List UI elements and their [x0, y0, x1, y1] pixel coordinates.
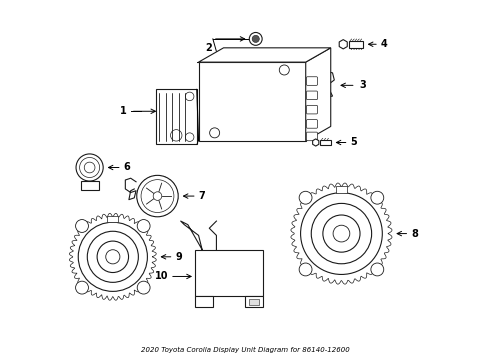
FancyBboxPatch shape	[195, 296, 213, 307]
Polygon shape	[313, 139, 319, 146]
Text: 3: 3	[359, 80, 366, 90]
FancyBboxPatch shape	[81, 181, 98, 190]
Circle shape	[137, 281, 150, 294]
Circle shape	[371, 191, 384, 204]
Circle shape	[75, 281, 88, 294]
Text: 7: 7	[198, 191, 205, 201]
FancyBboxPatch shape	[336, 186, 347, 193]
FancyBboxPatch shape	[156, 89, 197, 144]
FancyBboxPatch shape	[306, 91, 318, 100]
FancyBboxPatch shape	[348, 41, 363, 48]
Circle shape	[299, 263, 312, 276]
Circle shape	[75, 220, 88, 233]
Circle shape	[78, 222, 147, 291]
Text: 4: 4	[381, 39, 388, 49]
FancyBboxPatch shape	[306, 120, 318, 128]
Circle shape	[249, 32, 262, 45]
Text: 5: 5	[350, 138, 357, 148]
Circle shape	[137, 220, 150, 233]
Polygon shape	[137, 176, 178, 217]
Text: 10: 10	[155, 271, 168, 282]
Text: 1: 1	[121, 106, 127, 116]
FancyBboxPatch shape	[248, 298, 259, 305]
Text: 2020 Toyota Corolla Display Unit Diagram for 86140-12600: 2020 Toyota Corolla Display Unit Diagram…	[141, 347, 349, 353]
FancyBboxPatch shape	[306, 77, 318, 85]
FancyBboxPatch shape	[198, 62, 306, 141]
Text: 2: 2	[206, 43, 213, 53]
Polygon shape	[198, 48, 331, 62]
FancyBboxPatch shape	[107, 216, 118, 222]
FancyBboxPatch shape	[195, 249, 263, 296]
FancyBboxPatch shape	[320, 140, 331, 145]
Text: 8: 8	[411, 229, 418, 239]
Polygon shape	[339, 40, 347, 49]
Circle shape	[106, 250, 120, 264]
FancyBboxPatch shape	[306, 132, 318, 141]
Circle shape	[371, 263, 384, 276]
Text: 6: 6	[123, 162, 130, 172]
Circle shape	[137, 175, 178, 217]
Circle shape	[252, 35, 259, 42]
Text: 9: 9	[175, 252, 182, 262]
Circle shape	[300, 193, 382, 274]
Circle shape	[299, 191, 312, 204]
Circle shape	[333, 225, 350, 242]
Polygon shape	[70, 213, 156, 300]
Circle shape	[153, 192, 162, 201]
FancyBboxPatch shape	[245, 296, 263, 307]
Polygon shape	[306, 48, 331, 141]
Polygon shape	[291, 183, 392, 284]
FancyBboxPatch shape	[306, 105, 318, 114]
